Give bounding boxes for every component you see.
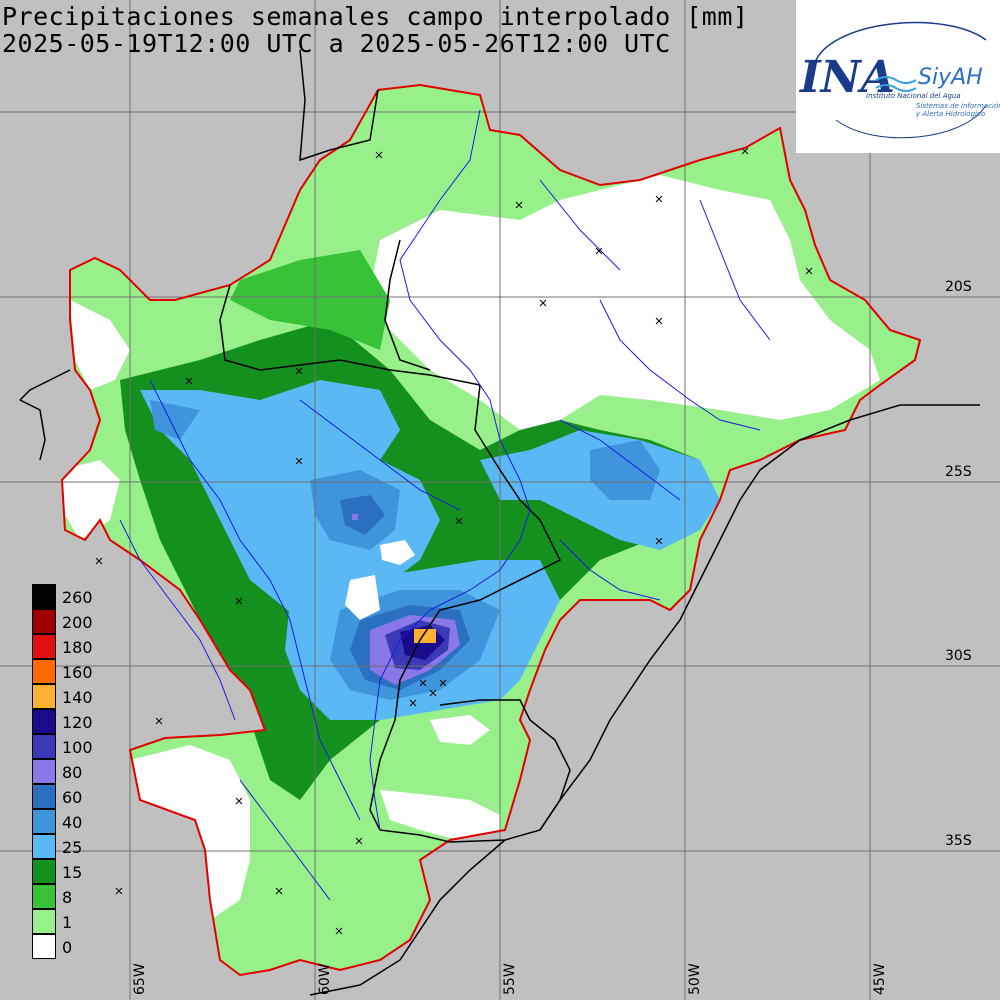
- political-borders: [19, 49, 980, 996]
- legend-label: 15: [62, 863, 83, 882]
- lat-label-25s: 25S: [945, 464, 972, 480]
- legend-label: 200: [62, 613, 93, 632]
- legend-swatch: [32, 784, 56, 809]
- legend-swatch: [32, 909, 56, 934]
- legend-swatch: [32, 809, 56, 834]
- map-title: Precipitaciones semanales campo interpol…: [2, 2, 749, 31]
- station-markers: [95, 147, 813, 935]
- legend-swatch: [32, 859, 56, 884]
- legend-label: 25: [62, 838, 83, 857]
- legend-label: 160: [62, 663, 93, 682]
- legend-label: 8: [62, 888, 73, 907]
- legend-label: 80: [62, 763, 83, 782]
- legend-label: 140: [62, 688, 93, 707]
- lon-label-60w: 60W: [317, 963, 333, 995]
- legend-label: 100: [62, 738, 93, 757]
- legend-label: 40: [62, 813, 83, 832]
- legend-swatch: [32, 659, 56, 684]
- legend-swatch: [32, 834, 56, 859]
- logo-brand: SiyAH: [918, 65, 983, 90]
- legend-label: 0: [62, 938, 73, 957]
- rivers: [119, 109, 771, 901]
- legend-label: 1: [62, 913, 73, 932]
- lat-label-20s: 20S: [945, 279, 972, 295]
- basin-outline: [60, 83, 922, 977]
- lat-label-30s: 30S: [945, 648, 972, 664]
- legend-swatch: [32, 609, 56, 634]
- legend-label: 60: [62, 788, 83, 807]
- logo-tagline-2: y Alerta Hidrológico: [915, 110, 985, 118]
- legend-label: 260: [62, 588, 93, 607]
- lon-label-50w: 50W: [687, 963, 703, 995]
- ina-logo: INA SiyAH Instituto Nacional del Agua Si…: [796, 0, 1000, 153]
- lon-label-45w: 45W: [872, 963, 888, 995]
- lat-label-35s: 35S: [945, 833, 972, 849]
- legend-swatch: [32, 884, 56, 909]
- logo-org: Instituto Nacional del Agua: [866, 92, 961, 100]
- map-period: 2025-05-19T12:00 UTC a 2025-05-26T12:00 …: [2, 29, 671, 58]
- logo-tagline-1: Sistemas de información: [916, 102, 1000, 110]
- legend-swatch: [32, 584, 56, 609]
- legend-swatch: [32, 759, 56, 784]
- legend-label: 180: [62, 638, 93, 657]
- legend-swatch: [32, 684, 56, 709]
- legend-label: 120: [62, 713, 93, 732]
- legend-swatch: [32, 709, 56, 734]
- legend-swatch: [32, 734, 56, 759]
- lon-label-65w: 65W: [132, 963, 148, 995]
- legend-swatch: [32, 634, 56, 659]
- lon-label-55w: 55W: [502, 963, 518, 995]
- legend-swatch: [32, 934, 56, 959]
